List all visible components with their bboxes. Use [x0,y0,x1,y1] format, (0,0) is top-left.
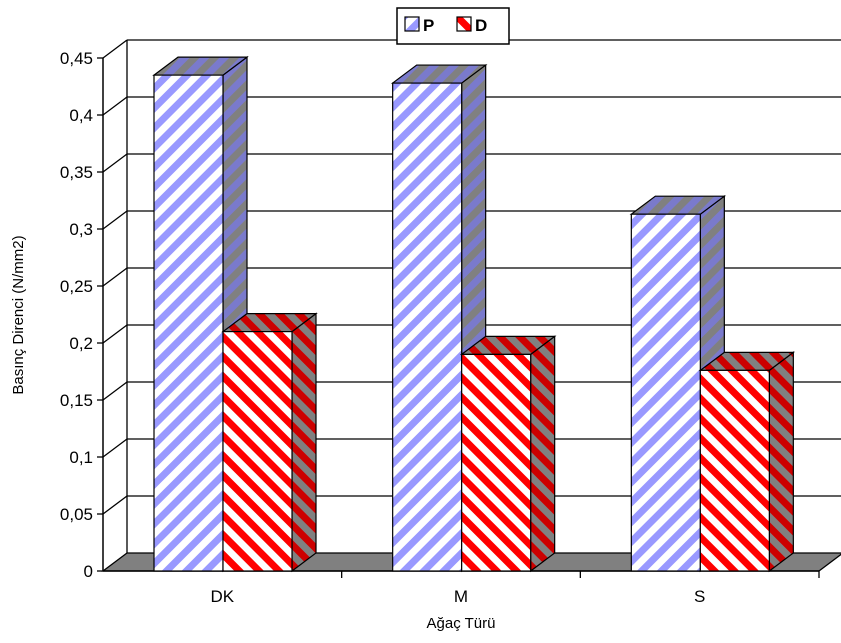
bar-side-face [768,351,794,573]
bar-front-face [630,213,701,572]
gridline-diagonal [102,153,128,173]
y-tick-label: 0,15 [60,391,93,410]
bar-side-face [530,335,556,573]
y-tick-label: 0,45 [60,49,93,68]
gridline-diagonal [102,267,128,287]
y-axis-title: Basınç Direnci (N/mm2) [10,235,27,394]
gridline-diagonal [102,495,128,515]
x-tick-label: M [454,587,468,606]
y-tick-label: 0,4 [69,106,93,125]
bar-P-M [390,63,488,573]
legend-swatch-P [404,16,420,32]
bar-D-M [459,335,557,573]
y-tick-label: 0,2 [69,334,93,353]
x-tick-label: DK [211,587,235,606]
legend-swatch-D [456,16,472,32]
y-tick-label: 0,3 [69,220,93,239]
bar-D-DK [221,312,318,573]
gridline-diagonal [102,39,128,59]
bar-front-face [699,369,770,572]
gridline-diagonal [102,438,128,458]
gridline-diagonal [102,96,128,116]
legend-label-D: D [475,16,487,35]
gridline-diagonal [102,324,128,344]
bar-side-face [291,312,317,573]
y-tick-label: 0,05 [60,505,93,524]
bar-front-face [153,74,224,572]
tick-labels: 0 0,05 0,1 0,15 0,2 0,25 0,3 0,35 0,4 0,45 DK M S [60,49,705,606]
bar-front-face [222,331,293,572]
y-tick-label: 0,35 [60,163,93,182]
x-axis-title: Ağaç Türü [427,615,496,632]
gridline-diagonal [102,210,128,230]
bar-D-S [698,351,796,573]
bars [152,55,796,573]
y-tick-label: 0 [84,562,93,581]
x-tick-label: S [694,587,705,606]
y-tick-label: 0,1 [69,448,93,467]
legend-label-P: P [423,16,434,35]
bar-front-face [461,353,532,572]
bar-front-face [392,82,463,572]
gridline-diagonal [102,381,128,401]
y-tick-label: 0,25 [60,277,93,296]
